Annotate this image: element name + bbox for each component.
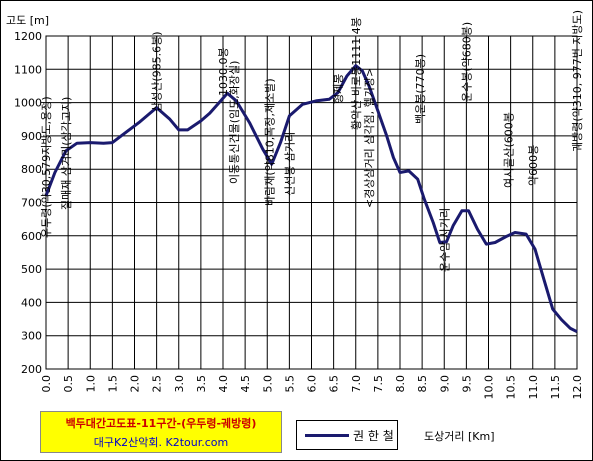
legend: 권 한 철 xyxy=(296,420,398,450)
waypoint-label: 질매재 삼거리(삼각고지) xyxy=(60,97,73,210)
x-tick-label: 6.0 xyxy=(306,375,319,393)
waypoint-label: 신선봉 삼거리 xyxy=(283,132,296,196)
x-tick-label: 5.0 xyxy=(261,375,274,393)
waypoint-label: 여시골산(600봉 xyxy=(502,112,515,188)
y-tick-label: 1200 xyxy=(14,30,42,43)
x-axis-label: 도상거리 [Km] xyxy=(424,430,495,443)
waypoint-label: 삼성산(985.6봉) xyxy=(151,31,164,112)
waypoint-label: 형제봉 xyxy=(332,74,345,104)
waypoint-label: 백운봉(770봉) xyxy=(414,54,427,124)
waypoint-label: 우두령(약30,579지방도,용정) xyxy=(39,96,53,238)
y-tick-label: 1000 xyxy=(14,97,42,110)
x-tick-label: 10.0 xyxy=(483,375,496,400)
elevation-line xyxy=(44,64,578,334)
chart-title: 백두대간고도표-11구간-(우두령-궤방령) xyxy=(65,417,257,430)
title-box: 백두대간고도표-11구간-(우두령-궤방령) 대구K2산악회. K2tour.c… xyxy=(40,411,282,453)
x-tick-label: 0.0 xyxy=(40,375,53,393)
x-tick-label: 12.0 xyxy=(571,375,584,400)
x-tick-label: 8.5 xyxy=(416,375,429,393)
waypoint-label: 궤방령(약310, 977번 지방도) xyxy=(570,10,584,152)
waypoint-label: 바람재(약810,목장,제소발) xyxy=(262,78,276,206)
waypoint-label: 1030.0봉 xyxy=(217,47,230,96)
waypoint-label: 운수암 사거리 xyxy=(438,208,451,272)
x-tick-label: 9.0 xyxy=(438,375,451,393)
waypoint-annotations: 우두령(약30,579지방도,용정) 질매재 삼거리(삼각고지) 삼성산(985.6… xyxy=(39,10,584,272)
x-tick-label: 11.0 xyxy=(527,375,540,400)
x-tick-label: 1.0 xyxy=(84,375,97,393)
x-tick-labels: 0.0 0.5 1.0 1.5 2.0 2.5 3.0 3.5 4.0 4.5 5.0 5.5 6.0 6… xyxy=(40,375,584,400)
y-tick-label: 500 xyxy=(21,263,42,276)
y-tick-label: 300 xyxy=(21,330,42,343)
y-tick-label: 900 xyxy=(21,130,42,143)
y-tick-label: 600 xyxy=(21,230,42,243)
x-tick-label: 11.5 xyxy=(549,375,562,400)
x-tick-label: 6.5 xyxy=(328,375,341,393)
waypoint-label: 운수봉(약680봉) xyxy=(459,22,473,102)
x-tick-label: 4.0 xyxy=(217,375,230,393)
y-axis-label: 고도 [m] xyxy=(6,14,50,27)
waypoint-label: 이동통신건물(임도,화장실) xyxy=(228,61,241,184)
x-tick-label: 5.5 xyxy=(283,375,296,393)
y-tick-label: 700 xyxy=(21,197,42,210)
waypoint-label: <경상삼거리 삼각점, 헬기장> xyxy=(363,68,376,208)
y-tick-label: 400 xyxy=(21,296,42,309)
x-tick-label: 0.5 xyxy=(62,375,75,393)
x-tick-label: 4.5 xyxy=(239,375,252,393)
legend-label: 권 한 철 xyxy=(353,429,394,443)
y-tick-label: 200 xyxy=(21,363,42,376)
x-tick-label: 9.5 xyxy=(460,375,473,393)
x-tick-label: 3.0 xyxy=(173,375,186,393)
grid-lines xyxy=(45,35,578,370)
x-tick-label: 8.0 xyxy=(394,375,407,393)
waypoint-label: 약600봉 xyxy=(526,145,540,186)
y-tick-label: 1100 xyxy=(14,63,42,76)
chart-subtitle: 대구K2산악회. K2tour.com xyxy=(93,436,229,449)
plot-area-border xyxy=(45,35,578,370)
x-tick-label: 7.5 xyxy=(372,375,385,393)
x-tick-label: 10.5 xyxy=(505,375,518,400)
y-tick-label: 800 xyxy=(21,163,42,176)
x-tick-label: 1.5 xyxy=(106,375,119,393)
x-tick-label: 2.5 xyxy=(151,375,164,393)
legend-swatch xyxy=(305,434,349,437)
waypoint-label: 황악산 비로봉1111.4봉 xyxy=(350,17,363,130)
x-tick-label: 3.5 xyxy=(195,375,208,393)
x-tick-label: 2.0 xyxy=(129,375,142,393)
y-tick-labels: 200 300 400 500 600 700 800 900 1000 1100 1200 xyxy=(14,30,42,376)
x-tick-label: 7.0 xyxy=(350,375,363,393)
